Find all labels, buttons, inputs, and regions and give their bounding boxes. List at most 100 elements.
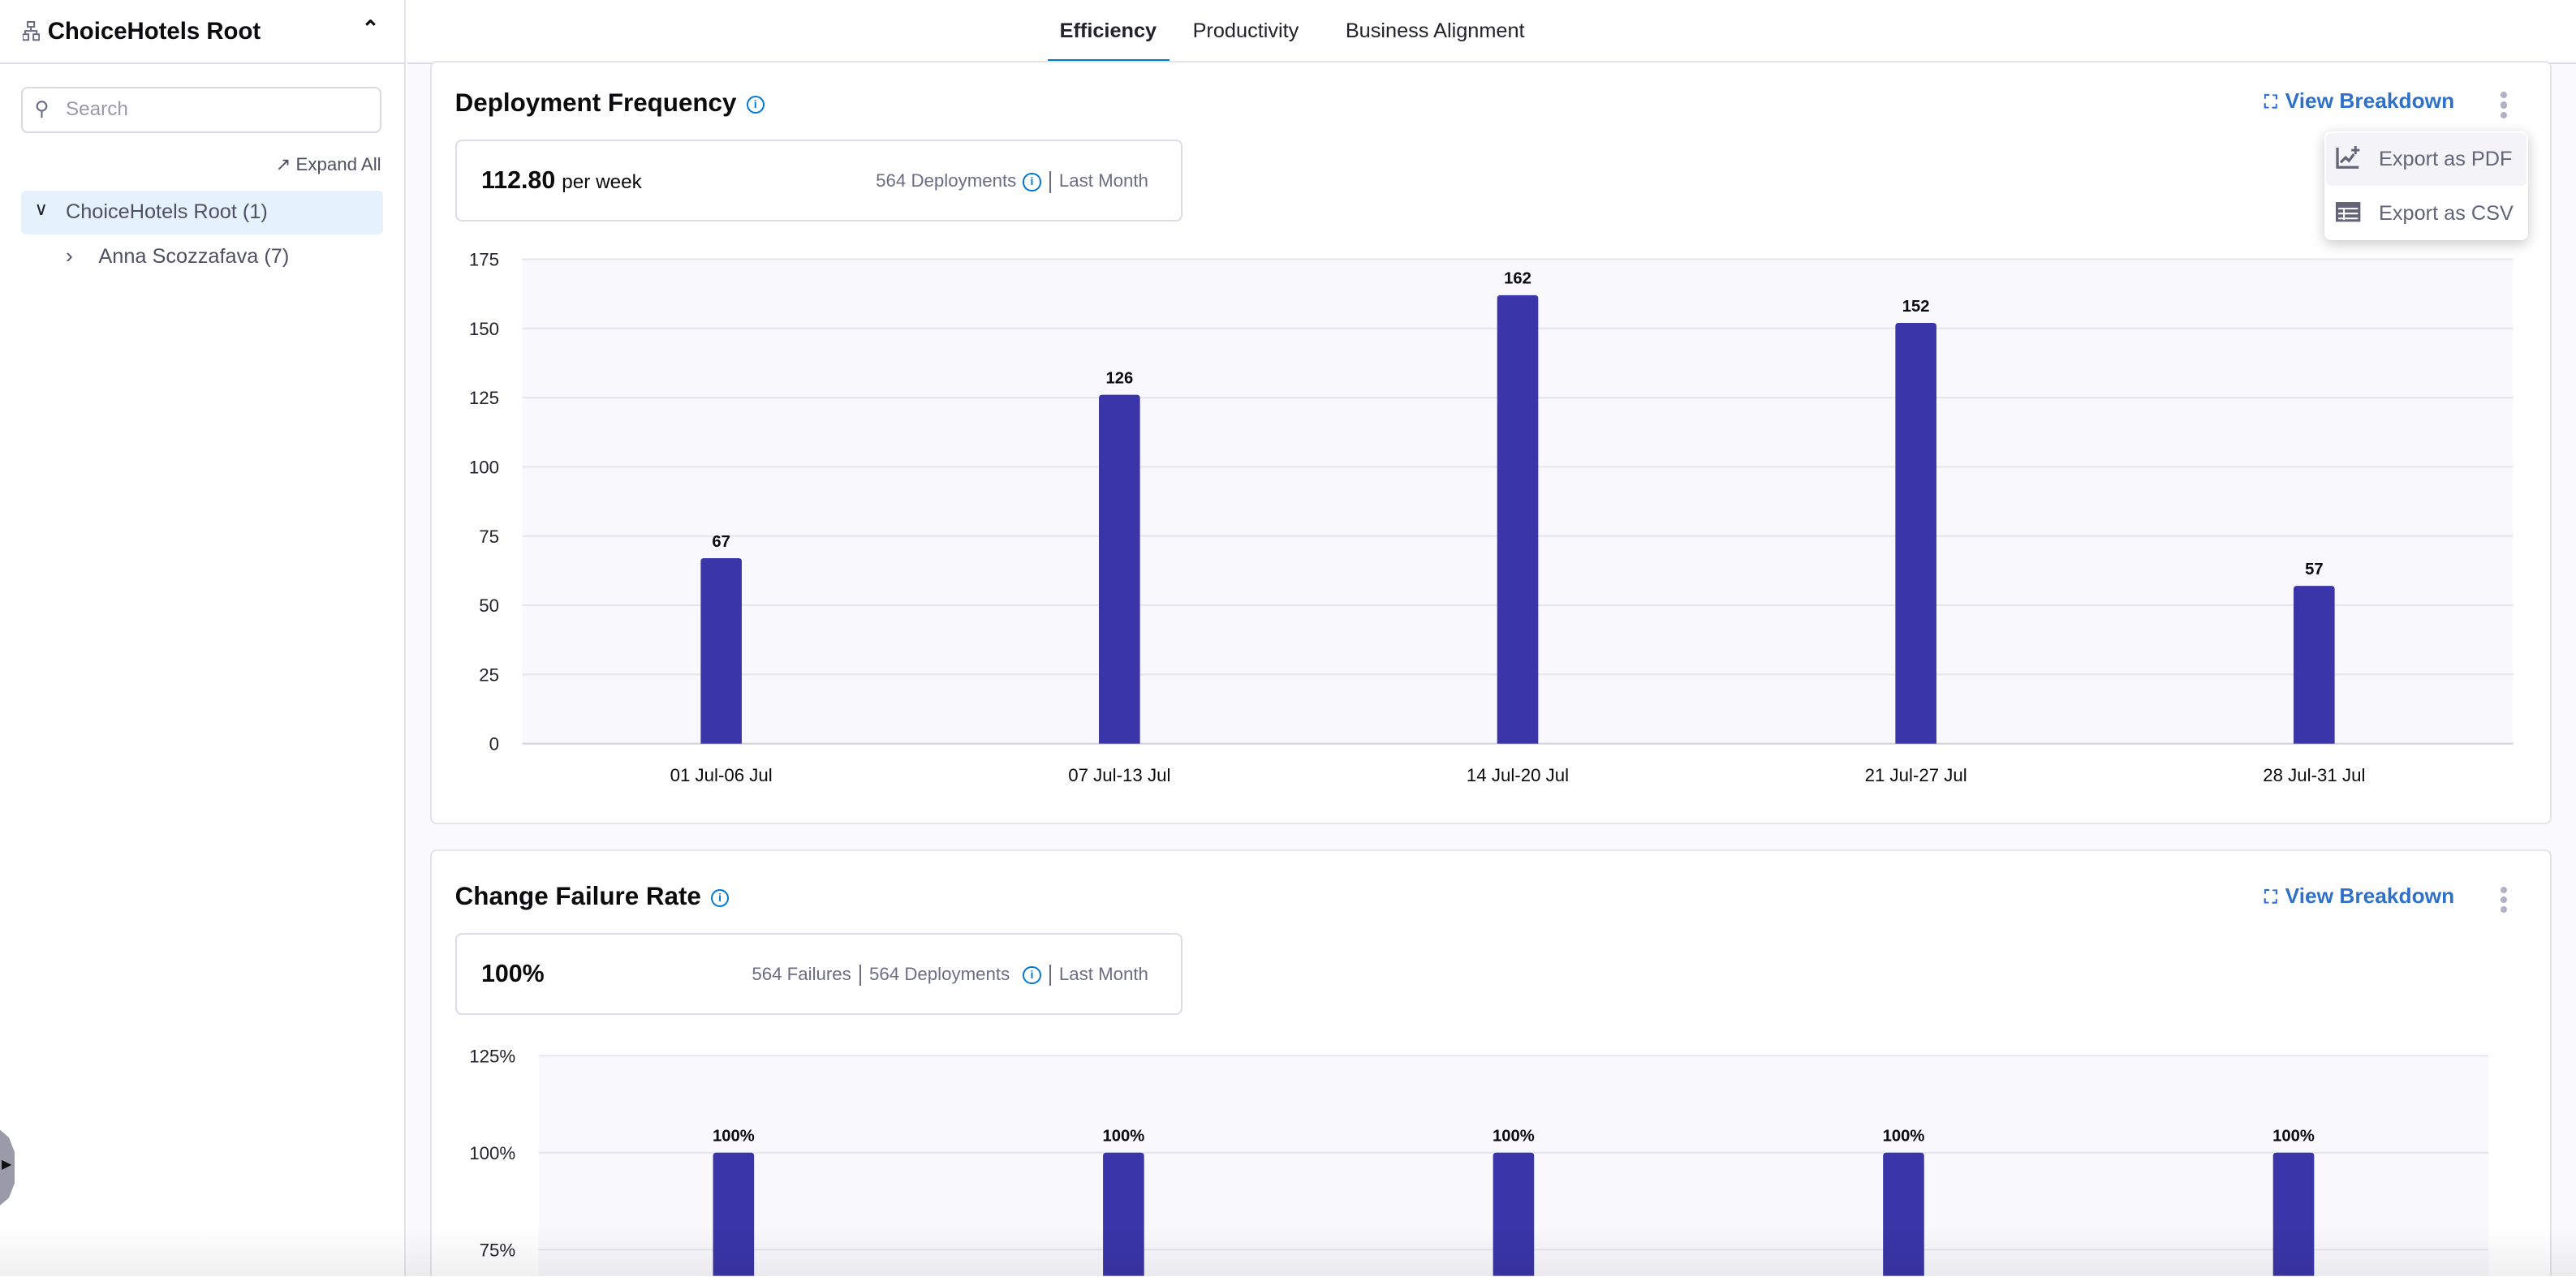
bar (2273, 1152, 2315, 1276)
y-tick-label: 50 (480, 596, 500, 616)
bar (1493, 1152, 1535, 1276)
chart-add-icon (2336, 146, 2360, 170)
divider (859, 965, 861, 987)
expand-icon: ↗ (275, 154, 291, 175)
hierarchy-icon (23, 21, 40, 41)
card-title: Change Failure Rate i (455, 882, 730, 911)
search-input[interactable] (65, 98, 362, 122)
expand-icon: ⛶ (2264, 92, 2277, 113)
tree-item-label: ChoiceHotels Root (1) (65, 200, 268, 223)
stat-box: 100% 564 Failures 564 Deployments i Last Mo… (454, 932, 1183, 1015)
y-tick-label: 100 (469, 458, 499, 478)
more-options-icon[interactable] (2500, 887, 2507, 916)
y-tick-label: 25 (480, 665, 500, 686)
info-icon[interactable]: i (1023, 966, 1041, 985)
bar (1883, 1152, 1925, 1276)
y-tick-label: 125% (470, 1047, 516, 1067)
stat-unit: per week (562, 171, 642, 194)
x-tick-label: 21 Jul-27 Jul (1865, 765, 1967, 785)
bar (700, 558, 743, 744)
bar (1895, 323, 1937, 744)
y-tick-label: 75% (480, 1240, 516, 1260)
y-tick-label: 100% (470, 1143, 516, 1163)
stat-meta: 564 Deployments i Last Month (876, 170, 1148, 193)
panel-toggle-handle[interactable]: ▶ (0, 1129, 15, 1206)
data-label: 100% (1883, 1128, 1925, 1146)
view-breakdown-button[interactable]: ⛶ View Breakdown (2264, 884, 2454, 909)
info-icon[interactable]: i (711, 888, 730, 907)
bar (1497, 295, 1539, 744)
change-failure-rate-card: Change Failure Rate i ⛶ View Breakdown 100… (430, 849, 2552, 1276)
tab-efficiency[interactable]: Efficiency (1059, 19, 1157, 43)
main-content: Deployment Frequency i ⛶ View Breakdown 11… (407, 60, 2576, 1276)
data-label: 162 (1504, 270, 1531, 288)
data-label: 57 (2305, 561, 2324, 578)
deployments-count: 564 Deployments (876, 170, 1017, 191)
data-label: 100% (1493, 1128, 1535, 1146)
view-breakdown-label: View Breakdown (2285, 88, 2455, 114)
change-failure-rate-chart: 75% 100% 125% 100% 100% 100% 100% 100% (470, 1047, 2489, 1276)
y-tick-label: 150 (469, 319, 499, 339)
view-breakdown-label: View Breakdown (2285, 883, 2455, 908)
data-label: 100% (713, 1128, 755, 1146)
failures-count: 564 Failures (752, 964, 851, 985)
tab-bar: Efficiency Productivity Business Alignme… (407, 0, 2576, 64)
card-title-text: Deployment Frequency (454, 88, 737, 118)
bar (2294, 586, 2335, 744)
x-tick-label: 28 Jul-31 Jul (2264, 765, 2366, 785)
info-icon[interactable]: i (746, 95, 765, 114)
active-tab-indicator (1048, 58, 1170, 62)
stat-meta: 564 Failures 564 Deployments i Last Month (752, 964, 1148, 987)
card-title: Deployment Frequency i (455, 88, 765, 118)
card-title-text: Change Failure Rate (454, 881, 701, 910)
bar (1103, 1152, 1145, 1276)
tab-productivity[interactable]: Productivity (1192, 19, 1299, 43)
y-tick-label: 75 (480, 527, 500, 547)
more-options-icon[interactable] (2500, 92, 2507, 121)
x-tick-label: 07 Jul-13 Jul (1069, 765, 1171, 785)
view-breakdown-button[interactable]: ⛶ View Breakdown (2264, 88, 2454, 114)
data-label: 100% (1103, 1128, 1145, 1146)
deployment-frequency-chart: 0 25 50 75 100 125 150 175 67 01 Jul-06 Jul 126 07 … (469, 250, 2514, 785)
data-label: 152 (1902, 298, 1930, 316)
tab-business-alignment[interactable]: Business Alignment (1345, 19, 1525, 43)
expand-all-label: Expand All (295, 154, 381, 175)
sidebar-header[interactable]: ChoiceHotels Root ⌃ (0, 0, 406, 64)
stat-value: 100% (481, 961, 545, 988)
y-tick-label: 0 (489, 734, 499, 755)
divider (1049, 171, 1051, 193)
expand-icon: ⛶ (2264, 886, 2277, 907)
y-tick-label: 125 (469, 388, 499, 408)
search-field[interactable]: ⚲ (21, 87, 381, 133)
search-icon: ⚲ (34, 98, 50, 121)
chevron-down-icon[interactable]: ∨ (34, 198, 48, 219)
menu-item-export-pdf[interactable]: Export as PDF (2326, 132, 2527, 186)
stat-box: 112.80 per week 564 Deployments i Last Mont… (454, 140, 1183, 222)
menu-item-export-csv[interactable]: Export as CSV (2326, 187, 2526, 240)
chevron-up-icon[interactable]: ⌃ (361, 16, 380, 41)
x-tick-label: 01 Jul-06 Jul (670, 765, 773, 785)
bar (713, 1152, 755, 1276)
menu-item-label: Export as CSV (2379, 201, 2514, 225)
chevron-right-icon[interactable]: › (65, 243, 73, 268)
expand-all-button[interactable]: ↗ Expand All (276, 154, 381, 175)
time-range: Last Month (1058, 170, 1148, 191)
deployment-frequency-card: Deployment Frequency i ⛶ View Breakdown 11… (430, 60, 2552, 825)
tree-item-root[interactable]: ∨ ChoiceHotels Root (1) (21, 190, 383, 235)
x-tick-label: 14 Jul-20 Jul (1467, 765, 1569, 785)
stat-value: 112.80 per week (481, 167, 642, 195)
table-icon (2336, 201, 2361, 222)
sidebar: ChoiceHotels Root ⌃ ⚲ ↗ Expand All ∨ Cho… (0, 0, 406, 1276)
time-range: Last Month (1058, 964, 1148, 985)
data-label: 100% (2272, 1128, 2315, 1146)
bar (1099, 394, 1140, 744)
export-menu: Export as PDF Export as CSV (2324, 131, 2529, 240)
menu-item-label: Export as PDF (2379, 148, 2513, 171)
info-icon[interactable]: i (1023, 173, 1041, 191)
data-label: 126 (1106, 370, 1134, 388)
sidebar-title: ChoiceHotels Root (47, 18, 261, 45)
stat-number: 112.80 (481, 167, 556, 195)
divider (1049, 965, 1051, 987)
tree-item-label: Anna Scozzafava (7) (98, 244, 290, 268)
